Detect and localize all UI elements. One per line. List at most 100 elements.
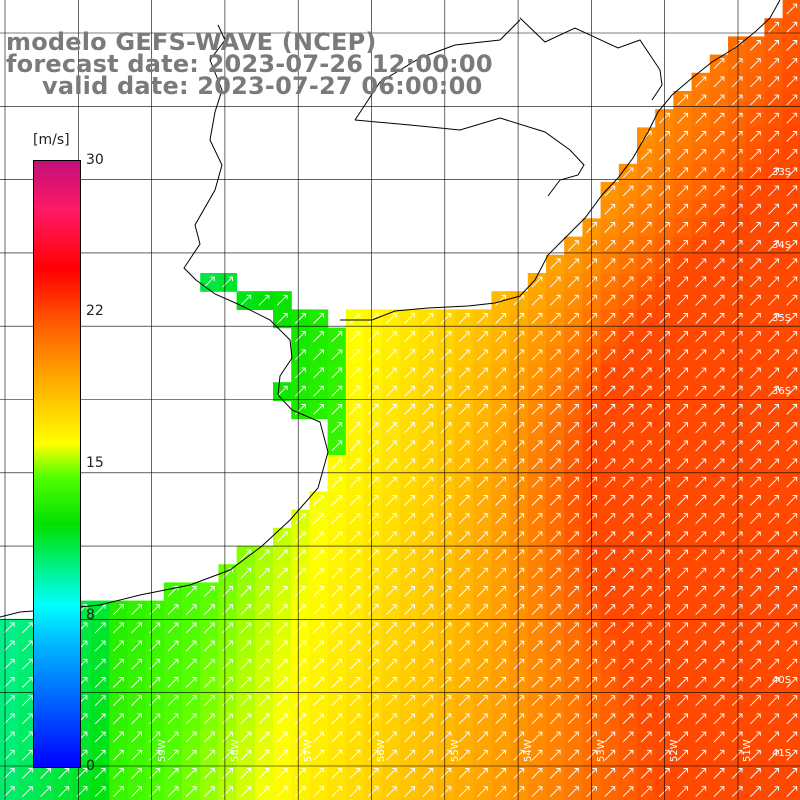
wind-arrow xyxy=(294,695,306,707)
wind-arrow xyxy=(677,385,688,397)
wind-arrow xyxy=(786,94,798,106)
wind-arrow xyxy=(276,586,288,597)
wind-arrow xyxy=(622,294,634,306)
wind-arrow xyxy=(367,768,379,779)
wind-arrow xyxy=(185,604,197,616)
wind-arrow xyxy=(658,367,670,379)
wind-arrow xyxy=(294,768,306,779)
wind-arrow xyxy=(731,313,743,324)
wind-arrow xyxy=(94,640,106,652)
wind-arrow xyxy=(422,749,434,761)
wind-arrow xyxy=(677,222,688,233)
wind-arrow xyxy=(476,440,488,452)
wind-arrow xyxy=(731,294,743,306)
wind-arrow xyxy=(203,786,215,798)
wind-arrow xyxy=(786,313,798,324)
wind-arrow xyxy=(112,677,124,688)
wind-arrow xyxy=(21,677,33,688)
wind-arrow xyxy=(677,586,688,597)
wind-arrow xyxy=(749,112,761,124)
wind-arrow xyxy=(640,367,652,379)
wind-arrow xyxy=(458,495,470,506)
wind-arrow xyxy=(367,695,379,707)
wind-arrow xyxy=(786,786,798,798)
wind-arrow xyxy=(622,185,634,197)
wind-arrow xyxy=(422,786,434,798)
wind-arrow xyxy=(695,76,707,88)
wind-arrow xyxy=(749,586,761,597)
wind-arrow xyxy=(549,749,561,761)
wind-arrow xyxy=(786,513,798,525)
wind-arrow xyxy=(531,385,543,397)
wind-arrow xyxy=(622,422,634,434)
wind-arrow xyxy=(567,658,579,670)
wind-arrow xyxy=(40,786,51,798)
wind-arrow xyxy=(604,331,616,343)
map-title-valid-date: valid date: 2023-07-27 06:00:00 xyxy=(42,72,483,100)
wind-arrow xyxy=(695,313,707,324)
wind-arrow xyxy=(531,476,543,488)
wind-arrow xyxy=(331,385,343,397)
wind-arrow xyxy=(294,349,306,361)
wind-arrow xyxy=(768,640,779,652)
wind-arrow xyxy=(786,149,798,161)
wind-arrow xyxy=(294,313,306,324)
wind-arrow xyxy=(313,731,324,743)
wind-arrow xyxy=(531,586,543,597)
wind-arrow xyxy=(313,404,324,415)
wind-arrow xyxy=(203,749,215,761)
wind-arrow xyxy=(385,586,397,597)
wind-arrow xyxy=(331,768,343,779)
wind-arrow xyxy=(549,604,561,616)
wind-arrow xyxy=(677,640,688,652)
wind-arrow xyxy=(458,367,470,379)
wind-arrow xyxy=(768,76,779,88)
wind-arrow xyxy=(40,768,51,779)
wind-arrow xyxy=(258,695,270,707)
wind-arrow xyxy=(640,677,652,688)
wind-arrow xyxy=(331,495,343,506)
wind-arrow xyxy=(658,331,670,343)
wind-arrow xyxy=(640,404,652,415)
wind-arrow xyxy=(422,458,434,470)
wind-arrow xyxy=(349,313,361,324)
wind-arrow xyxy=(749,604,761,616)
wind-arrow xyxy=(222,731,233,743)
wind-arrow xyxy=(749,203,761,215)
wind-arrow xyxy=(476,786,488,798)
wind-arrow xyxy=(495,749,506,761)
wind-arrow xyxy=(531,313,543,324)
wind-arrow xyxy=(404,695,415,707)
colorbar-tick-30: 30 xyxy=(86,152,104,168)
wind-arrow xyxy=(404,331,415,343)
wind-arrow xyxy=(513,677,525,688)
wind-arrow xyxy=(567,604,579,616)
wind-arrow xyxy=(422,385,434,397)
wind-arrow xyxy=(422,658,434,670)
wind-arrow xyxy=(695,112,707,124)
wind-arrow xyxy=(567,531,579,543)
wind-arrow xyxy=(731,695,743,707)
wind-arrow xyxy=(404,768,415,779)
wind-arrow xyxy=(731,768,743,779)
wind-arrow xyxy=(658,458,670,470)
wind-arrow xyxy=(440,695,452,707)
wind-arrow xyxy=(567,258,579,270)
wind-arrow xyxy=(240,713,252,725)
wind-arrow xyxy=(567,640,579,652)
wind-arrow xyxy=(440,567,452,579)
wind-arrow xyxy=(476,749,488,761)
wind-arrow xyxy=(513,567,525,579)
wind-arrow xyxy=(276,768,288,779)
wind-arrow xyxy=(604,458,616,470)
wind-arrow xyxy=(440,458,452,470)
wind-arrow xyxy=(422,586,434,597)
wind-arrow xyxy=(3,731,15,743)
wind-arrow xyxy=(786,768,798,779)
wind-arrow xyxy=(367,749,379,761)
wind-arrow xyxy=(749,131,761,142)
wind-arrow xyxy=(531,422,543,434)
wind-arrow xyxy=(695,367,707,379)
wind-arrow xyxy=(713,422,725,434)
